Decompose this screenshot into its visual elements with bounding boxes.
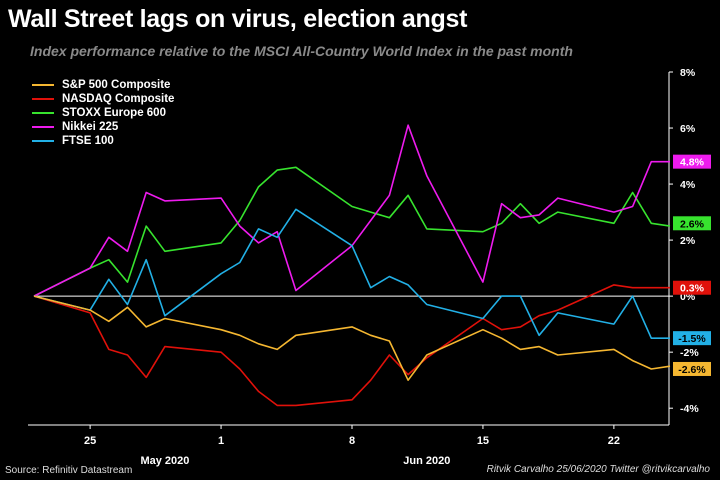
x-tick-label: 15 [477,435,489,447]
y-tick-label: 4% [680,179,696,191]
end-label-tag [673,331,711,346]
end-value-label: -1.5% [678,333,706,345]
end-value-label: 2.6% [680,218,705,230]
series-line [33,124,670,297]
legend-item: NASDAQ Composite [32,92,174,106]
x-tick-label: 8 [349,435,355,447]
legend-swatch [32,84,54,86]
series-line [33,166,671,297]
y-tick-label: 2% [680,235,696,247]
end-value-label: 0.3% [680,283,705,295]
chart-title: Wall Street lags on virus, election angs… [8,5,468,33]
legend-item: STOXX Europe 600 [32,106,174,120]
y-tick-label: 8% [680,67,696,79]
end-label-tag [673,361,711,376]
x-tick-label: 22 [608,435,620,447]
x-tick-label: 25 [84,435,96,447]
legend-swatch [32,112,54,114]
x-tick-label: 1 [218,435,224,447]
legend-swatch [32,126,54,128]
end-label-tag [673,216,711,231]
legend-swatch [32,140,54,142]
series-line [33,295,671,382]
legend-swatch [32,98,54,100]
y-tick-label: -4% [680,403,699,415]
y-tick-label: -2% [680,347,699,359]
legend-label: STOXX Europe 600 [62,107,166,119]
source-note: Source: Refinitiv Datastream [5,465,133,476]
legend-label: S&P 500 Composite [62,79,171,91]
x-month-label: Jun 2020 [403,455,450,467]
end-label-tag [673,280,711,295]
legend-item: Nikkei 225 [32,120,174,134]
x-month-label: May 2020 [140,455,189,467]
author-credit: Ritvik Carvalho 25/06/2020 Twitter @ritv… [486,464,710,475]
series-line [33,284,670,407]
end-value-label: 4.8% [680,157,705,169]
end-label-tag [673,154,711,169]
series-line [33,208,670,340]
legend-item: FTSE 100 [32,134,174,148]
y-tick-label: 6% [680,123,696,135]
legend-label: NASDAQ Composite [62,93,175,105]
chart-legend: S&P 500 Composite NASDAQ Composite STOXX E… [32,78,174,148]
legend-item: S&P 500 Composite [32,78,174,92]
end-value-label: -2.6% [678,364,706,376]
chart-subtitle: Index performance relative to the MSCI A… [30,43,573,59]
legend-label: FTSE 100 [62,135,114,147]
legend-label: Nikkei 225 [62,121,119,133]
